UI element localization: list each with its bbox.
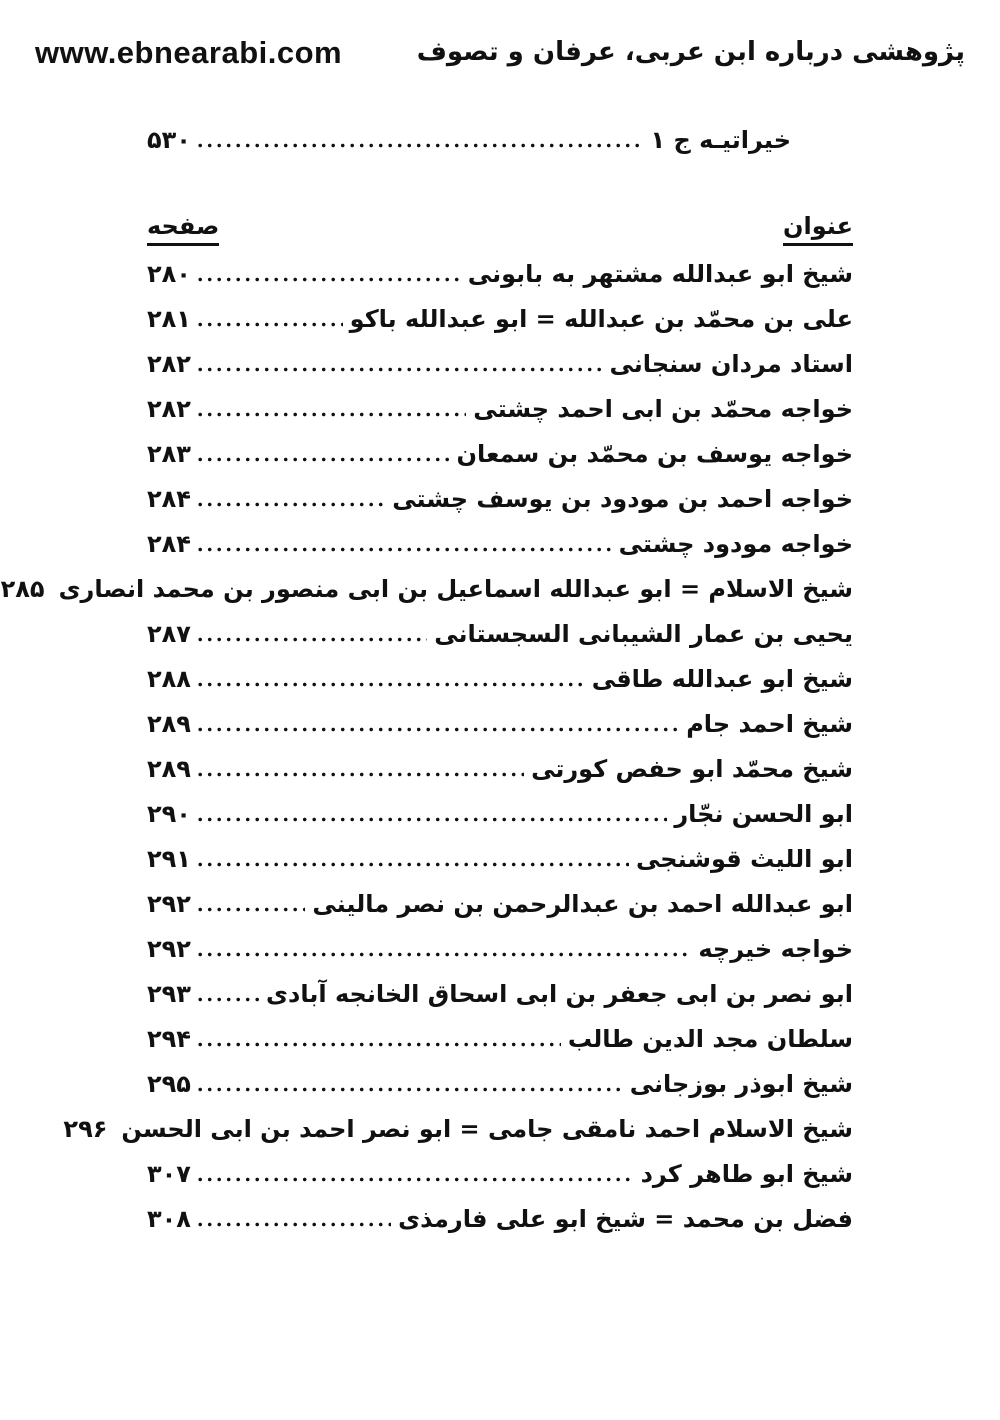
toc-entry-title: یحیی بن عمار الشیبانی السجستانی	[434, 620, 853, 649]
toc-entry-title: ابو نصر بن ابی جعفر بن ابی اسحاق الخانجه…	[266, 980, 853, 1009]
toc-entry-title: سلطان مجد الدین طالب	[567, 1025, 853, 1054]
toc-row: ابو اللیث قوشنجی ۲۹۱	[147, 845, 853, 890]
toc-row: شیخ ابوذر بوزجانی ۲۹۵	[147, 1070, 853, 1115]
page-header: www.ebnearabi.com پژوهشی درباره ابن عربی…	[35, 35, 965, 70]
toc-row-continued: خیراتیـه ج ۱ ۵۳۰	[147, 126, 853, 166]
toc-row: ابو نصر بن ابی جعفر بن ابی اسحاق الخانجه…	[147, 980, 853, 1025]
column-headers: عنوان صفحه	[147, 212, 853, 247]
toc-entry-page: ۲۹۲	[147, 935, 191, 964]
toc-entry-title: ابو الحسن نجّار	[674, 800, 853, 829]
toc-entry-page: ۲۹۰	[147, 800, 191, 829]
toc-content: خیراتیـه ج ۱ ۵۳۰ عنوان صفحه شیخ ابو عبدا…	[1, 70, 853, 1250]
dotted-leader	[197, 277, 461, 283]
toc-entry-page: ۲۹۱	[147, 845, 191, 874]
dotted-leader	[197, 862, 630, 868]
toc-entry-title: شیخ ابوذر بوزجانی	[629, 1070, 853, 1099]
toc-entry-page: ۵۳۰	[147, 126, 191, 155]
dotted-leader	[197, 457, 450, 463]
dotted-leader	[197, 817, 668, 823]
toc-row: خواجه احمد بن مودود بن یوسف چشتی ۲۸۴	[147, 485, 853, 530]
dotted-leader	[197, 637, 428, 643]
toc-row: فضل بن محمد = شیخ ابو علی فارمذی ۳۰۸	[147, 1205, 853, 1250]
toc-entry-title: خواجه یوسف بن محمّد بن سمعان	[456, 440, 853, 469]
toc-entry-title: خواجه احمد بن مودود بن یوسف چشتی	[392, 485, 853, 514]
dotted-leader	[197, 367, 603, 373]
toc-entry-title: شیخ ابو طاهر کرد	[640, 1160, 853, 1189]
toc-row: شیخ ابو عبدالله مشتهر به بابونی ۲۸۰	[147, 260, 853, 305]
toc-row: شیخ ابو عبدالله طاقی ۲۸۸	[147, 665, 853, 710]
dotted-leader	[197, 1222, 392, 1228]
toc-row: خواجه یوسف بن محمّد بن سمعان ۲۸۳	[147, 440, 853, 485]
toc-row: یحیی بن عمار الشیبانی السجستانی ۲۸۷	[147, 620, 853, 665]
toc-row: شیخ محمّد ابو حفص کورتی ۲۸۹	[147, 755, 853, 800]
toc-row: ابو عبدالله احمد بن عبدالرحمن بن نصر مال…	[147, 890, 853, 935]
dotted-leader	[197, 1042, 561, 1048]
toc-row: خواجه مودود چشتی ۲۸۴	[147, 530, 853, 575]
toc-entry-title: شیخ الاسلام احمد نامقی جامی = ابو نصر اح…	[121, 1115, 853, 1144]
dotted-leader	[197, 412, 467, 418]
dotted-leader	[197, 547, 612, 553]
dotted-leader	[197, 682, 585, 688]
dotted-leader	[197, 502, 386, 508]
toc-entry-title: خواجه مودود چشتی	[618, 530, 853, 559]
site-url: www.ebnearabi.com	[35, 35, 343, 70]
toc-entry-page: ۲۸۵	[0, 575, 45, 604]
toc-row: شیخ ابو طاهر کرد ۳۰۷	[147, 1160, 853, 1205]
toc-entry-title: خیراتیـه ج ۱	[650, 126, 791, 155]
toc-entry-title: شیخ ابو عبدالله طاقی	[591, 665, 853, 694]
toc-row: خواجه محمّد بن ابی احمد چشتی ۲۸۲	[147, 395, 853, 440]
toc-entry-page: ۲۹۶	[63, 1115, 108, 1144]
dotted-leader	[197, 727, 680, 733]
toc-row: شیخ الاسلام احمد نامقی جامی = ابو نصر اح…	[63, 1115, 853, 1160]
toc-entry-title: خواجه محمّد بن ابی احمد چشتی	[473, 395, 853, 424]
toc-entry-title: علی بن محمّد بن عبدالله = ابو عبدالله با…	[349, 305, 853, 334]
toc-entry-page: ۲۸۳	[147, 440, 191, 469]
toc-entry-page: ۳۰۷	[147, 1160, 191, 1189]
toc-row: علی بن محمّد بن عبدالله = ابو عبدالله با…	[147, 305, 853, 350]
dotted-leader	[197, 143, 644, 149]
dotted-leader	[197, 772, 525, 778]
dotted-leader	[197, 997, 260, 1003]
toc-entry-page: ۲۸۲	[147, 350, 191, 379]
dotted-leader	[197, 1177, 634, 1183]
toc-entry-title: استاد مردان سنجانی	[609, 350, 853, 379]
dotted-leader	[197, 952, 692, 958]
toc-row: استاد مردان سنجانی ۲۸۲	[147, 350, 853, 395]
toc-row: شیخ احمد جام ۲۸۹	[147, 710, 853, 755]
toc-row: ابو الحسن نجّار ۲۹۰	[147, 800, 853, 845]
toc-entry-page: ۲۸۸	[147, 665, 191, 694]
toc-entry-page: ۲۸۹	[147, 710, 191, 739]
toc-entry-page: ۳۰۸	[147, 1205, 191, 1234]
toc-entry-page: ۲۸۴	[147, 485, 191, 514]
toc-entry-title: شیخ ابو عبدالله مشتهر به بابونی	[467, 260, 853, 289]
column-title-label: عنوان	[783, 212, 853, 247]
toc-entry-page: ۲۸۰	[147, 260, 191, 289]
toc-entry-page: ۲۹۵	[147, 1070, 191, 1099]
toc-row: شیخ الاسلام = ابو عبدالله اسماعیل بن ابی…	[1, 575, 853, 620]
toc-entry-page: ۲۹۴	[147, 1025, 191, 1054]
column-page-label: صفحه	[147, 212, 220, 247]
toc-entry-page: ۲۸۱	[147, 305, 191, 334]
toc-entry-title: شیخ احمد جام	[686, 710, 853, 739]
toc-entry-title: ابو اللیث قوشنجی	[636, 845, 853, 874]
toc-entry-page: ۲۸۷	[147, 620, 191, 649]
toc-entry-page: ۲۸۴	[147, 530, 191, 559]
toc-entry-page: ۲۹۳	[147, 980, 191, 1009]
toc-row: سلطان مجد الدین طالب ۲۹۴	[147, 1025, 853, 1070]
toc-entry-page: ۲۹۲	[147, 890, 191, 919]
toc-row: خواجه خیرچه ۲۹۲	[147, 935, 853, 980]
book-title: پژوهشی درباره ابن عربی، عرفان و تصوف	[416, 37, 965, 67]
toc-entry-page: ۲۸۲	[147, 395, 191, 424]
toc-entry-title: خواجه خیرچه	[698, 935, 853, 964]
toc-entry-title: شیخ الاسلام = ابو عبدالله اسماعیل بن ابی…	[58, 575, 853, 604]
dotted-leader	[197, 1087, 623, 1093]
toc-entry-page: ۲۸۹	[147, 755, 191, 784]
dotted-leader	[197, 322, 343, 328]
toc-list: شیخ ابو عبدالله مشتهر به بابونی ۲۸۰ علی …	[1, 260, 853, 1250]
dotted-leader	[197, 907, 306, 913]
toc-entry-title: فضل بن محمد = شیخ ابو علی فارمذی	[398, 1205, 853, 1234]
toc-entry-title: ابو عبدالله احمد بن عبدالرحمن بن نصر مال…	[312, 890, 853, 919]
toc-entry-title: شیخ محمّد ابو حفص کورتی	[531, 755, 853, 784]
